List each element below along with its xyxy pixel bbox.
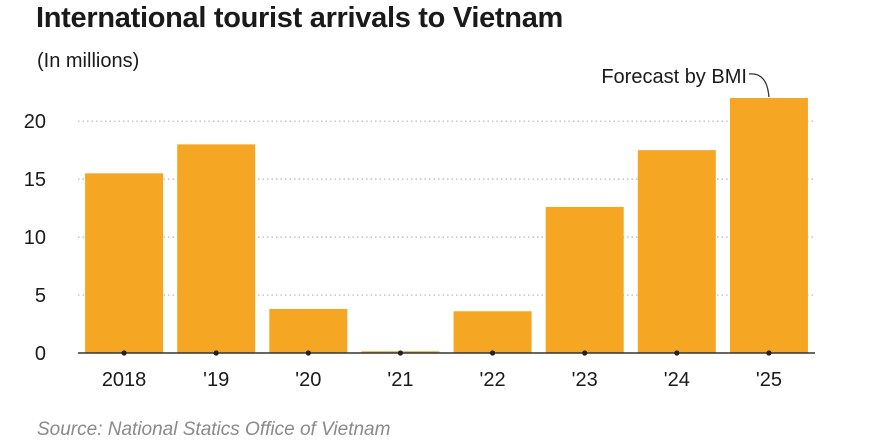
annotation-leader-line — [748, 73, 770, 98]
x-tick-label: '21 — [387, 369, 413, 391]
y-tick-label: 5 — [35, 285, 46, 307]
bar — [729, 98, 808, 353]
chart-title: International tourist arrivals to Vietna… — [36, 2, 564, 34]
chart-subtitle: (In millions) — [37, 50, 140, 72]
bar — [269, 308, 348, 353]
y-tick-label: 0 — [35, 343, 46, 365]
bar — [453, 311, 532, 353]
x-tick-dot — [674, 350, 680, 356]
forecast-annotation: Forecast by BMI — [601, 66, 770, 98]
x-tick-dot — [397, 350, 404, 356]
x-tick-dot — [213, 350, 219, 356]
y-tick-label: 15 — [24, 169, 46, 191]
x-tick-dot — [305, 350, 311, 356]
bar — [545, 206, 624, 353]
bar — [177, 144, 256, 353]
x-tick-label: '19 — [203, 369, 229, 391]
source-note: Source: National Statics Office of Vietn… — [37, 419, 391, 440]
bar — [637, 150, 716, 353]
x-tick-label: '20 — [295, 369, 321, 391]
x-tick-label: '23 — [572, 369, 598, 391]
x-tick-dot — [766, 350, 772, 356]
y-tick-label: 10 — [24, 227, 46, 249]
x-tick-dot — [582, 350, 588, 356]
x-tick-dot — [489, 350, 496, 356]
annotation-label: Forecast by BMI — [601, 66, 747, 88]
x-tick-label: '22 — [480, 369, 506, 391]
bars — [85, 98, 808, 353]
bar — [85, 173, 164, 353]
axes: 0 5 10 15 20 2018 '19 '20 '21 '22 '23 '24 '25 — [24, 111, 815, 391]
x-tick-label: '24 — [664, 369, 690, 391]
x-tick-label: 2018 — [102, 369, 147, 391]
x-tick-label: '25 — [756, 369, 782, 391]
x-tick-dot — [121, 350, 127, 356]
y-tick-label: 20 — [24, 111, 46, 133]
